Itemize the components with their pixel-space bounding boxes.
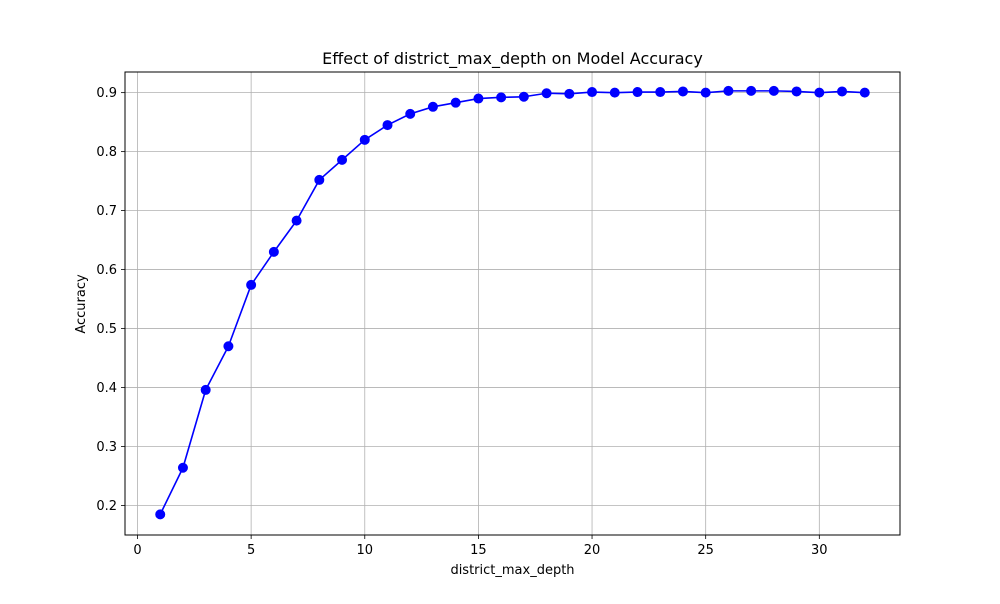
x-tick-label: 10 [356,543,373,558]
data-point [746,85,757,96]
data-point [314,174,325,185]
x-tick-label: 20 [584,543,601,558]
y-tick-label: 0.6 [96,263,117,278]
axis-ticks: 0 5 10 15 20 25 30 0.2 0.3 0.4 0.5 0.6 0.7 0.8 0.9 [96,86,827,558]
data-point [791,86,802,97]
data-point [246,279,257,290]
data-point [700,87,711,98]
x-axis-label: district_max_depth [450,563,574,578]
data-point [337,154,348,165]
data-point [268,246,279,257]
x-tick-label: 15 [470,543,487,558]
chart-title: Effect of district_max_depth on Model Ac… [322,49,703,69]
data-point [450,97,461,108]
data-point [859,87,870,98]
data-point [677,86,688,97]
y-tick-label: 0.5 [96,322,117,337]
y-axis-label: Accuracy [74,274,89,334]
data-point [587,87,598,98]
data-point [632,87,643,98]
grid-lines [125,72,900,535]
data-point [655,87,666,98]
data-point [382,120,393,131]
y-tick-label: 0.8 [96,145,117,160]
y-tick-label: 0.7 [96,204,117,219]
data-point [723,85,734,96]
data-point [837,86,848,97]
data-point [223,341,234,352]
x-tick-label: 5 [247,543,255,558]
data-point [518,91,529,102]
data-point [814,87,825,98]
data-point [200,384,211,395]
x-tick-label: 25 [697,543,714,558]
data-point [768,85,779,96]
data-point [427,101,438,112]
series-layer [155,85,870,520]
data-point [405,108,416,119]
x-tick-label: 0 [133,543,141,558]
data-point [473,93,484,104]
data-point [359,134,370,145]
plot-frame [124,71,901,536]
data-point [541,88,552,99]
data-point [155,509,166,520]
data-point [177,462,188,473]
data-point [609,87,620,98]
y-tick-label: 0.2 [96,499,117,514]
y-tick-label: 0.9 [96,86,117,101]
data-point [291,215,302,226]
y-tick-label: 0.3 [96,440,117,455]
x-tick-label: 30 [811,543,828,558]
data-point [564,88,575,99]
y-tick-label: 0.4 [96,381,117,396]
data-point [496,92,507,103]
